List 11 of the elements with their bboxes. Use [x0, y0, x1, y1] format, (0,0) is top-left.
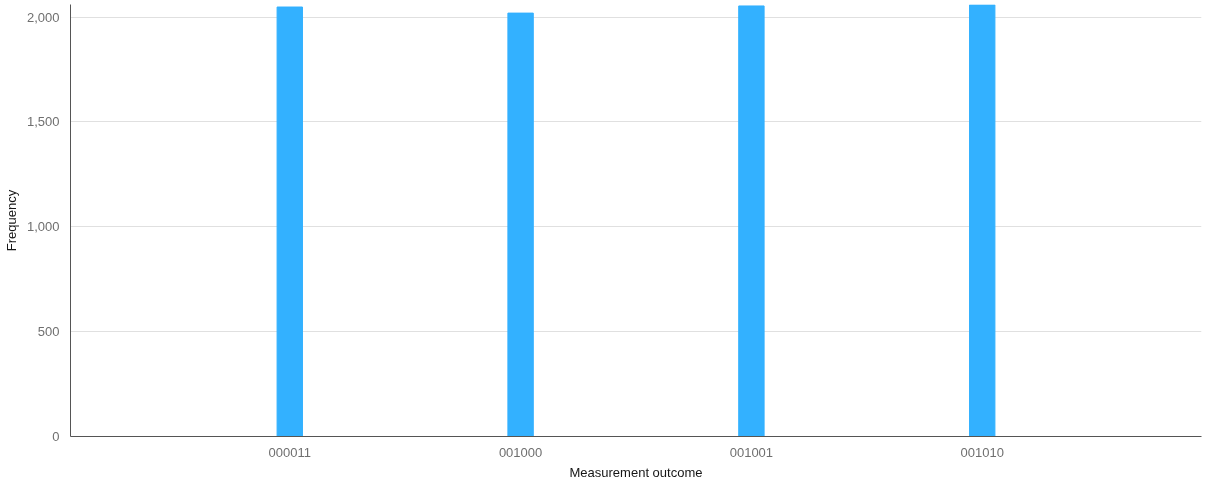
x-axis-title: Measurement outcome — [569, 464, 703, 480]
y-tick-label: 1,500 — [26, 114, 60, 130]
y-tick-label: 500 — [37, 324, 60, 340]
y-tick-label: 1,000 — [26, 219, 60, 235]
x-tick-label: 001000 — [498, 444, 543, 460]
x-tick-label: 001010 — [960, 444, 1004, 460]
y-tick-label: 0 — [52, 429, 60, 444]
x-tick-label: 000011 — [268, 444, 311, 460]
y-tick-label: 2,000 — [26, 9, 60, 25]
y-axis-title: Frequency — [3, 189, 19, 252]
x-tick-label: 001001 — [729, 444, 774, 460]
